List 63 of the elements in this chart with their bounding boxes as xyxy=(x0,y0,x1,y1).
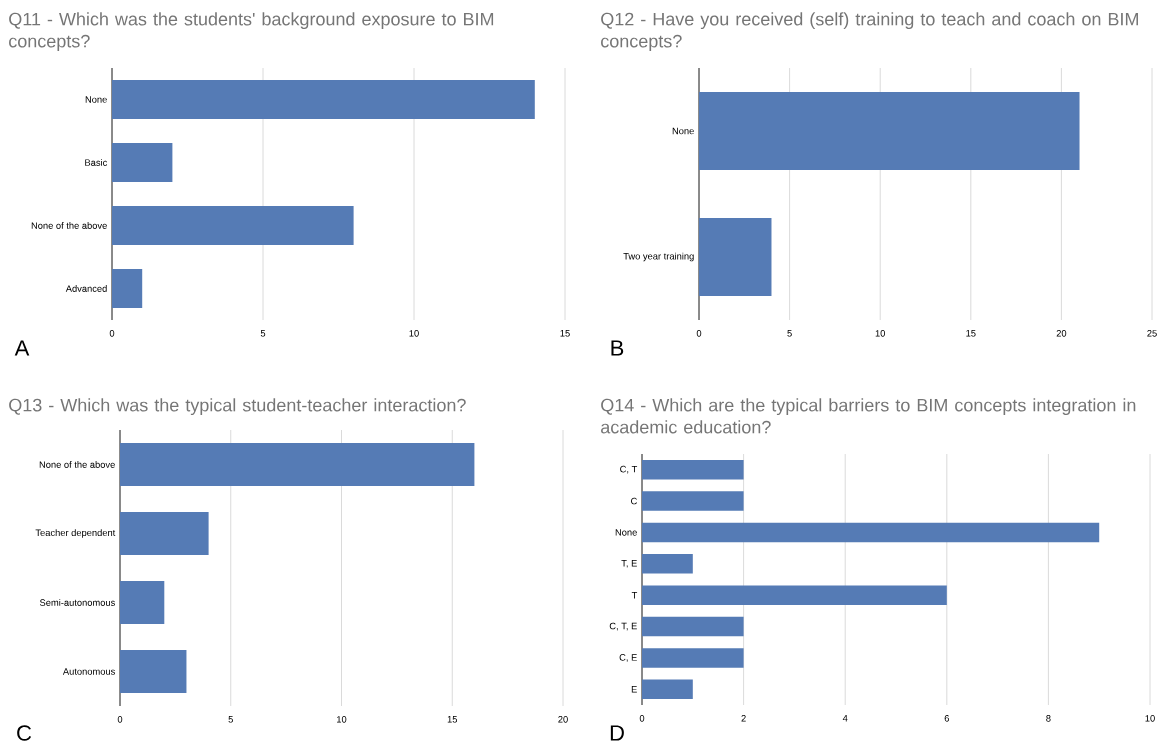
x-tick-label: 5 xyxy=(228,716,233,723)
y-tick-label: None xyxy=(85,96,107,103)
bar xyxy=(112,79,535,120)
bar xyxy=(120,581,165,624)
x-tick-label: 10 xyxy=(409,330,419,337)
y-tick-label: None xyxy=(672,127,694,135)
bar xyxy=(642,491,744,511)
bar xyxy=(642,679,693,700)
bar xyxy=(642,648,744,668)
chart-title: Q12 - Have you received (self) training to teach and coach on BIM concepts? xyxy=(601,12,1138,52)
x-tick-label: 6 xyxy=(944,715,949,722)
bar xyxy=(642,554,693,574)
x-tick-label: 10 xyxy=(1145,715,1155,722)
y-tick-label: C, T xyxy=(620,465,638,474)
bar xyxy=(642,616,744,637)
y-tick-label: None xyxy=(615,529,637,536)
x-tick-label: 15 xyxy=(447,716,458,723)
bar xyxy=(112,268,143,309)
x-tick-label: 15 xyxy=(560,330,570,337)
y-tick-label: C xyxy=(631,497,637,505)
x-tick-label: 20 xyxy=(558,716,568,723)
y-tick-label: T, E xyxy=(621,560,637,568)
y-tick-label: Advanced xyxy=(65,285,107,292)
x-tick-label: 2 xyxy=(741,715,746,722)
chart-title: Q13 - Which was the typical student-teacher interaction? xyxy=(9,398,466,416)
bar xyxy=(112,142,173,183)
bar xyxy=(642,459,744,480)
x-tick-label: 0 xyxy=(639,715,645,722)
y-tick-label: E xyxy=(631,686,637,693)
x-tick-label: 10 xyxy=(875,330,886,337)
y-tick-label: Semi-autonomous xyxy=(39,599,115,606)
x-tick-label: 10 xyxy=(337,716,347,723)
bar xyxy=(120,443,475,486)
y-tick-label: Autonomous xyxy=(62,668,115,675)
text: B xyxy=(611,340,624,356)
x-tick-label: 4 xyxy=(842,715,848,722)
y-tick-label: Basic xyxy=(85,159,108,166)
x-tick-label: 0 xyxy=(117,716,123,723)
y-tick-label: Two year training xyxy=(623,252,694,262)
x-tick-label: 20 xyxy=(1056,330,1067,337)
bar xyxy=(120,650,187,693)
x-tick-label: 5 xyxy=(787,330,792,337)
bar xyxy=(120,512,209,555)
y-tick-label: None of the above xyxy=(31,222,107,229)
bar xyxy=(642,522,1100,543)
text: C xyxy=(17,725,32,741)
text: D xyxy=(610,725,624,741)
y-tick-label: C, E xyxy=(619,654,637,662)
chart-title: Q14 - Which are the typical barriers to BIM concepts integration in academic education? xyxy=(601,398,1136,434)
x-tick-label: 8 xyxy=(1046,715,1051,722)
x-tick-label: 15 xyxy=(966,330,976,337)
y-tick-label: T xyxy=(631,591,638,599)
x-tick-label: 25 xyxy=(1147,330,1157,337)
bar xyxy=(112,205,354,246)
bar xyxy=(642,585,947,605)
text: A xyxy=(14,340,30,356)
x-tick-label: 0 xyxy=(109,330,115,337)
chart-title: Q11 - Which was the students' background exposure to BIM concepts? xyxy=(9,12,494,52)
x-tick-label: 0 xyxy=(696,330,702,337)
y-tick-label: C, T, E xyxy=(609,622,637,631)
y-tick-label: Teacher dependent xyxy=(35,529,116,538)
x-tick-label: 5 xyxy=(260,330,266,337)
y-tick-label: None of the above xyxy=(39,461,115,468)
